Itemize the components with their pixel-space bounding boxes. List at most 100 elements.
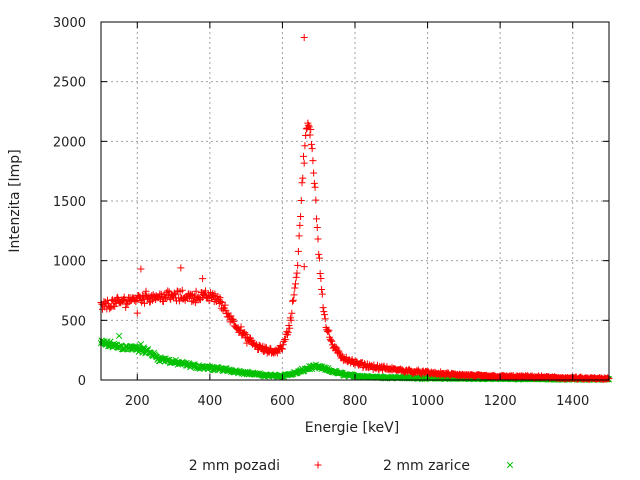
data-point: [325, 326, 333, 334]
data-point: [298, 179, 306, 187]
data-point: [202, 287, 210, 295]
data-point: [192, 287, 200, 295]
x-axis-label: Energie [keV]: [305, 420, 399, 436]
legend-marker-pozadi: [314, 461, 322, 469]
data-point: [317, 274, 325, 282]
x-tick-label: 1400: [556, 394, 589, 409]
data-point: [313, 223, 321, 231]
y-tick-label: 1500: [53, 195, 86, 210]
data-point: [293, 269, 301, 277]
data-point: [133, 309, 141, 317]
legend-label-zarice: 2 mm zarice: [383, 458, 470, 474]
data-point: [132, 298, 140, 306]
data-point: [319, 304, 327, 312]
x-tick-label: 400: [197, 394, 222, 409]
data-point: [237, 323, 245, 331]
ticks: 200 400 600 800 1000 1200 1400 0 500 1000 1500 2000…: [53, 16, 609, 409]
data-point: [142, 287, 150, 295]
data-point: [199, 275, 207, 283]
data-point: [310, 179, 318, 187]
data-point: [294, 261, 302, 269]
y-tick-label: 500: [61, 314, 86, 329]
y-axis-label: Intenzita [Imp]: [7, 149, 23, 252]
data-point: [321, 311, 329, 319]
data-point: [284, 328, 292, 336]
data-point: [313, 215, 321, 223]
data-point: [300, 159, 308, 167]
grid: [101, 22, 609, 380]
data-point: [307, 126, 315, 134]
data-point: [321, 315, 329, 323]
data-point: [137, 341, 145, 348]
x-tick-label: 800: [343, 394, 368, 409]
data-point: [279, 341, 287, 349]
data-point: [221, 301, 229, 309]
data-point: [220, 365, 227, 372]
data-point: [178, 286, 186, 294]
data-point: [307, 140, 315, 148]
data-point: [281, 336, 289, 344]
data-point: [262, 344, 270, 352]
data-point: [320, 308, 328, 316]
data-point: [139, 296, 147, 304]
data-point: [315, 250, 323, 258]
data-point: [122, 303, 130, 311]
x-tick-label: 600: [270, 394, 295, 409]
y-tick-label: 2500: [53, 76, 86, 91]
data-point: [300, 263, 308, 271]
x-tick-label: 1200: [484, 394, 517, 409]
data-point: [328, 337, 336, 345]
data-point: [289, 296, 297, 304]
data-point: [111, 302, 119, 310]
data-point: [252, 341, 260, 349]
data-point: [187, 290, 195, 298]
data-point: [318, 290, 326, 298]
data-point: [334, 347, 342, 355]
data-point: [324, 328, 332, 336]
data-point: [299, 174, 307, 182]
legend-label-pozadi: 2 mm pozadi: [189, 458, 280, 474]
data-point: [280, 337, 288, 345]
data-point: [306, 131, 314, 139]
data-point: [196, 294, 204, 302]
data-point: [299, 152, 307, 160]
data-point: [308, 145, 316, 153]
data-point: [300, 34, 308, 42]
legend: 2 mm pozadi 2 mm zarice: [189, 458, 514, 474]
data-point: [309, 157, 317, 165]
data-point: [291, 280, 299, 288]
data-point: [312, 196, 320, 204]
legend-marker: [506, 461, 514, 469]
data-point: [290, 291, 298, 299]
data-point: [288, 309, 296, 317]
data-point: [173, 287, 181, 295]
data-point: [167, 295, 175, 303]
data-point: [292, 273, 300, 281]
data-point: [216, 294, 224, 302]
data-point: [301, 142, 309, 150]
data-point: [297, 196, 305, 204]
data-point: [310, 169, 318, 177]
data-point: [141, 299, 149, 307]
data-point: [137, 265, 145, 273]
data-point: [305, 121, 313, 129]
data-point: [327, 337, 335, 345]
data-point: [191, 299, 199, 307]
data-point: [164, 287, 172, 295]
data-point: [332, 343, 340, 351]
data-point: [209, 291, 217, 299]
y-tick-label: 1000: [53, 255, 86, 270]
data-point: [106, 305, 114, 313]
data-point: [296, 221, 304, 229]
data-point: [159, 298, 167, 306]
data-point: [315, 254, 323, 262]
y-tick-label: 2000: [53, 135, 86, 150]
x-tick-label: 1000: [411, 394, 444, 409]
data-point: [294, 247, 302, 255]
data-point: [278, 345, 286, 353]
data-point: [177, 264, 185, 272]
data-point: [295, 232, 303, 240]
data-point: [143, 294, 151, 302]
data-point: [215, 299, 223, 307]
